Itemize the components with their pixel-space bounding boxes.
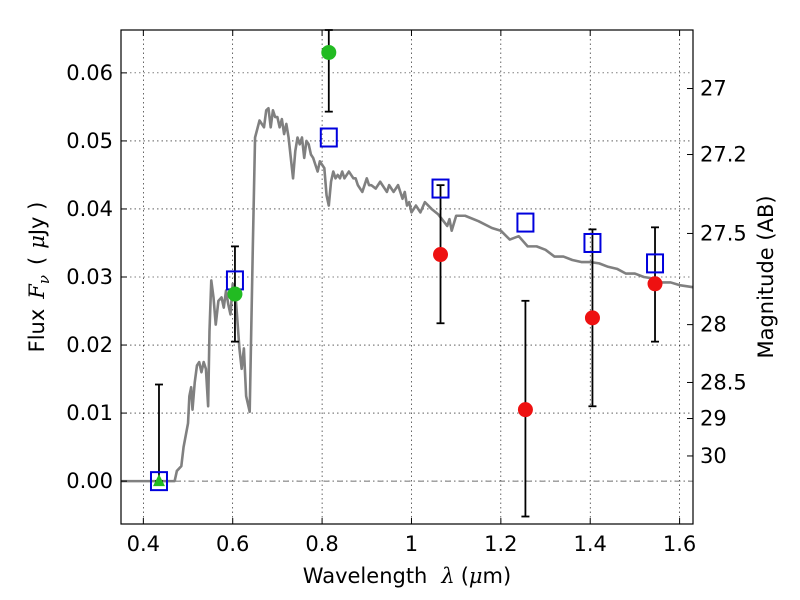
y-tick-label: 0.04 (66, 197, 113, 221)
x-tick-label: 1.2 (484, 532, 517, 556)
y2-axis-label: Magnitude (AB) (754, 195, 778, 358)
red-circle-marker (647, 276, 663, 292)
series-layer (121, 106, 694, 483)
tick-layer: 0.4 0.6 0.8 1 1.2 1.4 1.6 0.00 0.01 0.02 0.03 0.04 0… (66, 30, 747, 556)
spectrum-line (121, 106, 694, 483)
y2-tick-label: 28 (700, 313, 727, 337)
errorbar-layer (154, 29, 660, 518)
x-axis-label: Wavelength λ (μm) (303, 564, 511, 588)
y2-tick-label: 27 (700, 77, 727, 101)
x-tick-label: 1.4 (574, 532, 607, 556)
open-square-marker (149, 471, 168, 492)
grid-layer (121, 30, 693, 524)
y-axis-label: FluxFν(μJy ) (25, 202, 53, 353)
x-tick-label: 1 (405, 532, 418, 556)
y-tick-label: 0.02 (66, 333, 113, 357)
y-tick-label: 0.03 (66, 265, 113, 289)
green-circle-marker (227, 286, 243, 302)
marker-layer (149, 44, 665, 492)
green-triangle-marker (152, 474, 165, 487)
x-tick-label: 0.6 (216, 532, 249, 556)
y-tick-label: 0.06 (66, 61, 113, 85)
x-tick-label: 1.6 (663, 532, 696, 556)
red-circle-marker (433, 247, 449, 263)
x-tick-label: 0.4 (127, 532, 160, 556)
red-circle-marker (584, 310, 600, 326)
open-square-marker (319, 127, 338, 148)
open-square-marker (583, 232, 602, 253)
y-tick-label: 0.01 (66, 401, 113, 425)
y2-tick-label: 27.2 (700, 143, 747, 167)
open-square-marker (431, 178, 450, 199)
red-circle-marker (517, 402, 533, 418)
y2-tick-label: 27.5 (700, 221, 747, 245)
open-square-marker (646, 253, 665, 274)
y-tick-label: 0.00 (66, 469, 113, 493)
open-square-marker (516, 212, 535, 233)
y2-tick-label: 30 (700, 444, 727, 468)
x-tick-label: 0.8 (305, 532, 338, 556)
green-circle-marker (321, 44, 337, 60)
y2-tick-label: 29 (700, 407, 727, 431)
y-tick-label: 0.05 (66, 129, 113, 153)
y2-tick-label: 28.5 (700, 370, 747, 394)
